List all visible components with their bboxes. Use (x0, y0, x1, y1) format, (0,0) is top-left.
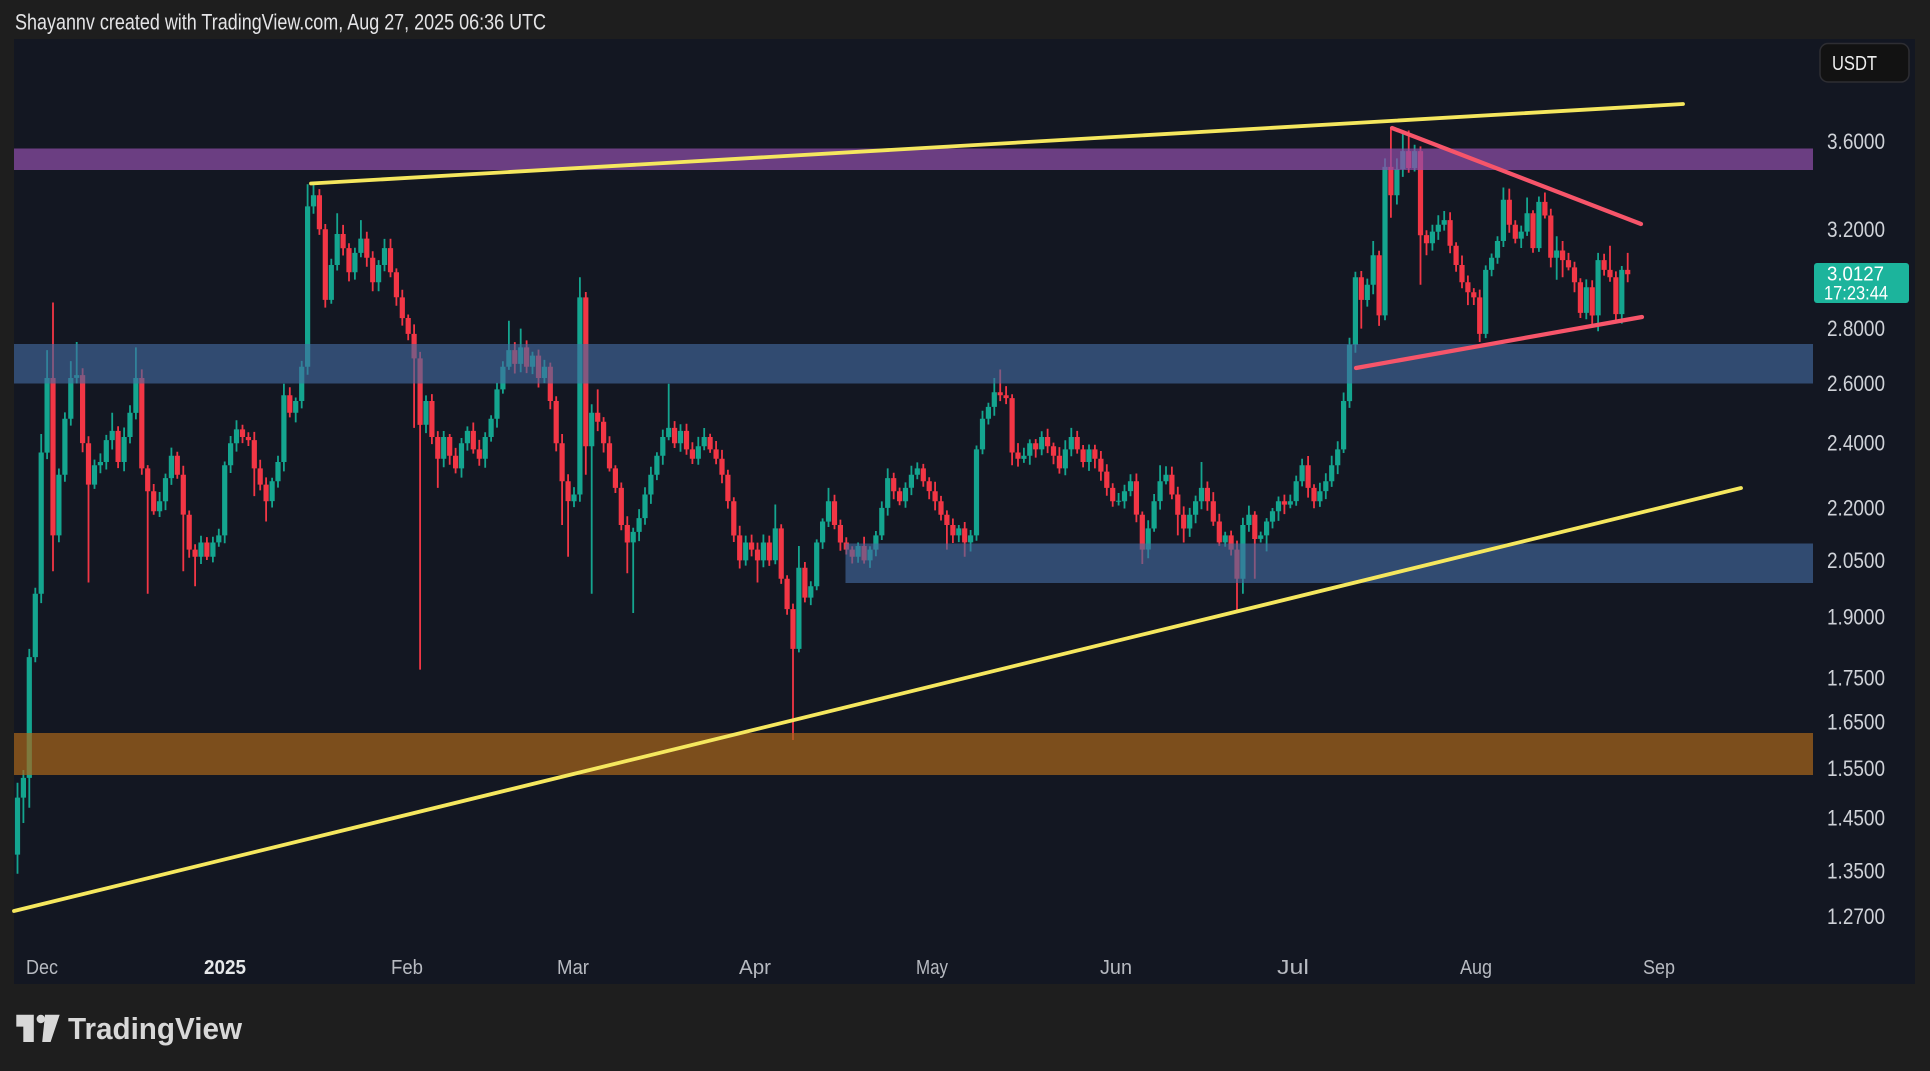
svg-text:USDT: USDT (1832, 53, 1877, 75)
svg-text:Sep: Sep (1643, 957, 1675, 979)
svg-text:1.7500: 1.7500 (1827, 666, 1885, 691)
svg-text:1.4500: 1.4500 (1827, 805, 1885, 830)
svg-text:1.9000: 1.9000 (1827, 604, 1885, 629)
svg-text:Dec: Dec (26, 957, 58, 979)
svg-text:Aug: Aug (1460, 957, 1492, 979)
svg-text:Jul: Jul (1277, 957, 1309, 979)
svg-text:Feb: Feb (391, 957, 423, 979)
svg-text:3.0127: 3.0127 (1827, 264, 1884, 286)
svg-text:2.6000: 2.6000 (1827, 371, 1885, 396)
svg-text:2.4000: 2.4000 (1827, 431, 1885, 456)
svg-text:2.8000: 2.8000 (1827, 316, 1885, 341)
svg-text:Mar: Mar (557, 957, 589, 979)
svg-text:1.6500: 1.6500 (1827, 709, 1885, 734)
svg-text:3.2000: 3.2000 (1827, 217, 1885, 242)
svg-text:May: May (916, 957, 948, 979)
svg-text:Shayannv created with TradingV: Shayannv created with TradingView.com, A… (15, 10, 546, 35)
svg-text:Jun: Jun (1100, 957, 1132, 979)
svg-text:1.3500: 1.3500 (1827, 859, 1885, 884)
svg-text:2.2000: 2.2000 (1827, 495, 1885, 520)
svg-text:2025: 2025 (204, 957, 246, 979)
svg-text:1.5500: 1.5500 (1827, 756, 1885, 781)
svg-text:Apr: Apr (739, 957, 771, 979)
svg-text:17:23:44: 17:23:44 (1824, 284, 1888, 305)
svg-text:3.6000: 3.6000 (1827, 129, 1885, 154)
svg-text:2.0500: 2.0500 (1827, 548, 1885, 573)
svg-text:1.2700: 1.2700 (1827, 904, 1885, 929)
svg-text:TradingView: TradingView (68, 1011, 243, 1046)
